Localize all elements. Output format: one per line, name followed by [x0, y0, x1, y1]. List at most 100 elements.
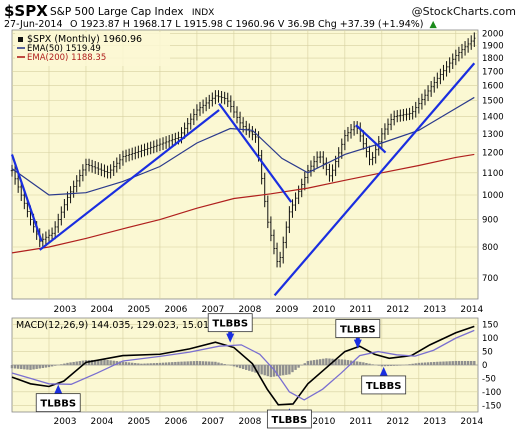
macd-histogram-bar: [26, 365, 29, 370]
up-arrow-icon: ▲: [430, 19, 438, 30]
price-y-tick-label: 1500: [482, 97, 504, 107]
macd-lines: [11, 325, 475, 406]
macd-y-tick-label: -150: [482, 401, 501, 411]
macd-histogram-bar: [35, 365, 38, 369]
macd-histogram-bar: [429, 362, 433, 365]
tlbbs-callout-box: [207, 313, 253, 333]
price-x-tick-label: 2003: [54, 305, 77, 315]
macd-x-tick-label: 2013: [423, 417, 446, 427]
macd-histogram-bar: [127, 362, 131, 365]
macd-histogram-bar: [392, 365, 396, 366]
macd-histogram-bar: [235, 365, 239, 368]
macd-histogram-bar: [140, 363, 143, 365]
macd-histogram-bar: [346, 360, 350, 365]
macd-x-tick-label: 2012: [386, 417, 409, 427]
price-y-tick-label: 1700: [482, 67, 504, 77]
price-x-tick-label: 2013: [423, 305, 446, 315]
macd-y-tick-label: 0: [482, 361, 487, 371]
macd-histogram-bar: [23, 365, 26, 370]
macd-histogram-bar: [146, 363, 149, 365]
macd-histogram-bar: [269, 365, 273, 378]
tlbbs-callout-box: [35, 393, 81, 413]
macd-histogram-bar: [97, 359, 100, 365]
macd-histogram-bar: [103, 359, 106, 365]
macd-histogram-bar: [232, 365, 236, 367]
price-y-tick-label: 1300: [482, 130, 504, 140]
macd-histogram-bar: [115, 361, 118, 365]
macd-histogram-bar: [362, 362, 365, 365]
macd-histogram-bar: [78, 361, 82, 365]
macd-histogram-bar: [371, 364, 374, 365]
macd-histogram-bar: [204, 361, 208, 365]
macd-histogram-bar: [44, 365, 48, 368]
ohlc-readout: O 1923.87 H 1968.17 L 1915.98 C 1960.96 …: [70, 19, 438, 30]
macd-histogram-bar: [448, 361, 451, 365]
macd-histogram-bar: [94, 359, 97, 365]
macd-histogram-bar: [248, 365, 251, 371]
macd-histogram-bar: [32, 365, 35, 370]
macd-histogram-bar: [195, 360, 199, 365]
macd-x-tick-label: 2005: [127, 417, 150, 427]
trendline: [39, 109, 220, 251]
price-y-tick-label: 1600: [482, 81, 504, 91]
macd-histogram-bar: [445, 361, 448, 365]
price-bars: [10, 32, 476, 268]
macd-x-tick-label: 2014: [460, 417, 483, 427]
macd-histogram-bar: [177, 361, 180, 365]
macd-line: [11, 325, 475, 406]
macd-histogram-bar: [294, 365, 297, 370]
price-x-tick-label: 2005: [127, 305, 150, 315]
tlbbs-arrow-icon: [353, 339, 362, 349]
ohlc-text: O 1923.87 H 1968.17 L 1915.98 C 1960.96 …: [70, 19, 424, 30]
macd-histogram-bar: [81, 360, 85, 365]
macd-histogram-bar: [183, 361, 186, 365]
macd-histogram-bar: [217, 362, 220, 365]
tlbbs-callout-box: [335, 319, 381, 338]
macd-histogram-bar: [229, 365, 233, 366]
macd-histogram-bar: [457, 360, 461, 365]
price-x-tick-label: 2004: [91, 305, 114, 315]
macd-histogram-bar: [38, 365, 41, 369]
macd-y-axis: -150 -100 -50 0 50 100 150: [482, 321, 501, 412]
price-x-tick-label: 2012: [386, 305, 409, 315]
macd-histogram-bar: [257, 365, 260, 374]
macd-x-tick-label: 2010: [312, 417, 335, 427]
tlbbs-callout-label: TLBBS: [340, 325, 376, 336]
tlbbs-callout-label: TLBBS: [212, 319, 248, 330]
macd-histogram-bar: [377, 365, 380, 366]
tlbbs-arrow-icon: [54, 384, 63, 394]
trendline: [355, 124, 387, 154]
macd-histogram-bar: [337, 359, 340, 365]
tlbbs-callout-label: TLBBS: [366, 381, 402, 392]
macd-histogram-bar: [355, 361, 359, 365]
macd-histogram-bar: [47, 365, 51, 368]
macd-histogram-bar: [420, 362, 424, 365]
macd-histogram-bar: [152, 363, 155, 365]
macd-histogram-bar: [463, 360, 467, 365]
price-x-tick-label: 2014: [460, 305, 483, 315]
tlbbs-callout-label: TLBBS: [40, 399, 76, 410]
macd-histogram-bar: [63, 363, 66, 365]
price-x-tick-label: 2011: [349, 305, 372, 315]
macd-histogram-bar: [50, 365, 54, 367]
macd-histogram-bar: [171, 362, 174, 365]
macd-legend-label: MACD(12,26,9) 144.035, 129.023, 15.012: [16, 320, 215, 331]
index-name: S&P 500 Large Cap Index INDX: [50, 6, 214, 18]
macd-histogram-bar: [161, 362, 165, 365]
tlbbs-annotations: TLBBS TLBBS TLBBS TLBBS TLBBS: [35, 313, 407, 429]
price-y-tick-label: 900: [482, 216, 498, 226]
macd-histogram-bar: [245, 365, 248, 370]
macd-histogram-bar: [380, 365, 384, 367]
macd-histogram-bar: [399, 365, 402, 366]
macd-histogram-bar: [473, 360, 476, 365]
price-x-tick-label: 2007: [201, 305, 224, 315]
macd-histogram-bar: [433, 361, 436, 365]
price-y-tick-label: 800: [482, 243, 498, 253]
macd-histogram-bar: [396, 365, 399, 366]
macd-histogram-bar: [180, 361, 183, 365]
macd-histogram-bar: [349, 360, 353, 365]
macd-histogram-bar: [238, 365, 242, 369]
tlbbs-callout: TLBBS: [266, 408, 312, 429]
macd-histogram-bar: [439, 361, 442, 365]
macd-histogram-bar: [359, 361, 362, 365]
